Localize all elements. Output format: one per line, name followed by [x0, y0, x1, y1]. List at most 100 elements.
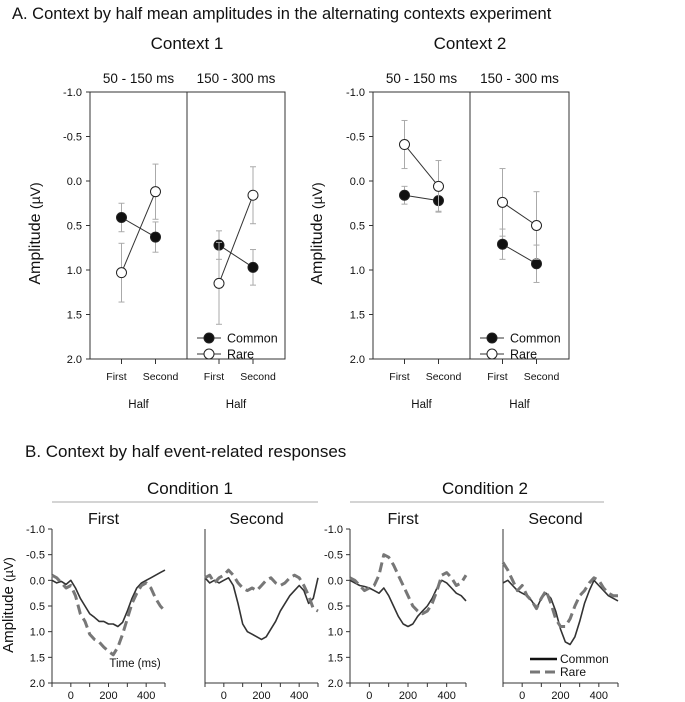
series-line-common: [218, 244, 254, 268]
condition-group: Condition 1 Amplitude (µV) -1.0 -0.5 0.0 0.5 1…: [0, 479, 319, 702]
x-tick-label: 0: [366, 690, 372, 702]
subplot-title: Second: [528, 511, 582, 528]
series-line-common: [404, 194, 439, 202]
erp-subplot: First 0 200 400: [51, 511, 167, 702]
legend-marker: [203, 332, 215, 344]
y-tick-label: -0.5: [324, 550, 343, 562]
y-axis-label: Amplitude (µV): [27, 182, 44, 284]
condition-group: Condition 2 -1.0 -0.5 0.0 0.5 1.0 1.5 2.0 First 0…: [324, 479, 619, 702]
y-tick-label: -1.0: [346, 87, 365, 99]
x-tick-label: 0: [68, 690, 74, 702]
legend-marker: [486, 348, 498, 360]
panel-b-title: B. Context by half event-related respons…: [25, 442, 346, 461]
x-tick-label: 200: [399, 690, 417, 702]
subplot-title: First: [88, 511, 120, 528]
erp-trace-rare: [349, 553, 468, 616]
erp-subplot: First 0 200 400: [349, 511, 468, 702]
y-tick-label: 1.5: [350, 310, 365, 322]
x-category-label: First: [106, 371, 126, 383]
x-tick-label: 400: [590, 690, 608, 702]
y-tick-label: 0.5: [350, 221, 365, 233]
x-tick-label: 200: [99, 690, 117, 702]
subpanel-title: 150 - 300 ms: [480, 71, 559, 86]
y-tick-label: -0.5: [346, 132, 365, 144]
legend-marker: [203, 348, 215, 360]
condition-title: Condition 2: [442, 479, 528, 498]
subpanel: 150 - 300 ms First Second Half: [480, 71, 559, 411]
x-tick-label: 200: [252, 690, 270, 702]
y-tick-label: 2.0: [30, 678, 45, 690]
legend-label: Rare: [560, 665, 586, 679]
x-axis-label: Half: [411, 399, 432, 411]
y-tick-label: 1.0: [350, 265, 365, 277]
y-tick-label: 0.0: [67, 176, 82, 188]
x-category-label: Second: [143, 371, 179, 383]
y-tick-label: 0.0: [328, 575, 343, 587]
series-line-rare: [218, 195, 254, 284]
context-chart: Context 1 -1.0 -0.5 0.0 0.5 1.0 1.5 2.0 Amplitud…: [27, 34, 286, 411]
x-axis-label: Half: [226, 399, 247, 411]
x-category-label: First: [487, 371, 507, 383]
series-line-common: [121, 217, 156, 238]
y-tick-label: -1.0: [63, 87, 82, 99]
data-point-rare: [531, 220, 542, 231]
x-tick-label: 200: [551, 690, 569, 702]
data-point-common: [531, 258, 542, 270]
data-point-common: [247, 261, 259, 273]
subpanel: 50 - 150 ms First Second Half: [103, 71, 179, 411]
x-tick-label: 0: [221, 690, 227, 702]
y-tick-label: 1.0: [30, 627, 45, 639]
erp-trace-common: [51, 569, 166, 628]
data-point-rare: [150, 186, 161, 198]
data-point-rare: [433, 180, 444, 192]
erp-subplot: Second 0 200 400: [501, 511, 619, 702]
y-tick-label: -0.5: [63, 132, 82, 144]
x-category-label: Second: [426, 371, 462, 383]
legend-label: Rare: [510, 348, 537, 362]
x-tick-label: 400: [437, 690, 455, 702]
y-tick-label: -1.0: [26, 524, 45, 536]
y-tick-label: 0.5: [67, 221, 82, 233]
y-tick-label: 1.5: [67, 310, 82, 322]
y-axis-label-unit: (µV): [309, 182, 325, 209]
y-axis-label: Amplitude (µV): [0, 557, 17, 653]
context-chart: Context 2 -1.0 -0.5 0.0 0.5 1.0 1.5 2.0 Amplitud…: [309, 34, 570, 411]
series-line-rare: [502, 201, 537, 226]
legend-label: Rare: [227, 348, 254, 362]
subplot-title: First: [387, 511, 419, 528]
series-line-common: [502, 243, 537, 265]
x-tick-label: 0: [519, 690, 525, 702]
x-category-label: First: [204, 371, 224, 383]
legend-marker: [486, 332, 498, 344]
subpanel-title: 50 - 150 ms: [103, 71, 175, 86]
panel-a-title: A. Context by half mean amplitudes in th…: [12, 5, 552, 23]
y-tick-label: -1.0: [324, 524, 343, 536]
data-point-common: [497, 238, 508, 250]
legend: Common Rare: [480, 332, 561, 362]
y-tick-label: 1.0: [67, 265, 82, 277]
erp-trace-common: [204, 577, 319, 641]
erp-trace-common: [349, 579, 467, 628]
data-point-rare: [399, 139, 410, 151]
chart-title: Context 2: [434, 34, 507, 53]
y-tick-label: -0.5: [26, 550, 45, 562]
subpanel-title: 50 - 150 ms: [386, 71, 458, 86]
condition-title: Condition 1: [147, 479, 233, 498]
x-category-label: First: [389, 371, 409, 383]
data-point-common: [150, 231, 161, 243]
panel-a: Context 1 -1.0 -0.5 0.0 0.5 1.0 1.5 2.0 Amplitud…: [27, 34, 570, 411]
y-axis-label-unit: (µV): [27, 182, 43, 209]
y-tick-label: 1.5: [30, 652, 45, 664]
series-line-rare: [121, 191, 156, 273]
x-tick-label: 400: [137, 690, 155, 702]
series-line-rare: [404, 144, 439, 187]
legend-label: Common: [510, 332, 561, 346]
time-annotation: Time (ms): [109, 658, 160, 670]
y-tick-label: 2.0: [328, 678, 343, 690]
y-tick-label: 0.5: [328, 601, 343, 613]
panel-b: Condition 1 Amplitude (µV) -1.0 -0.5 0.0 0.5 1…: [0, 479, 619, 702]
subpanel-title: 150 - 300 ms: [197, 71, 276, 86]
